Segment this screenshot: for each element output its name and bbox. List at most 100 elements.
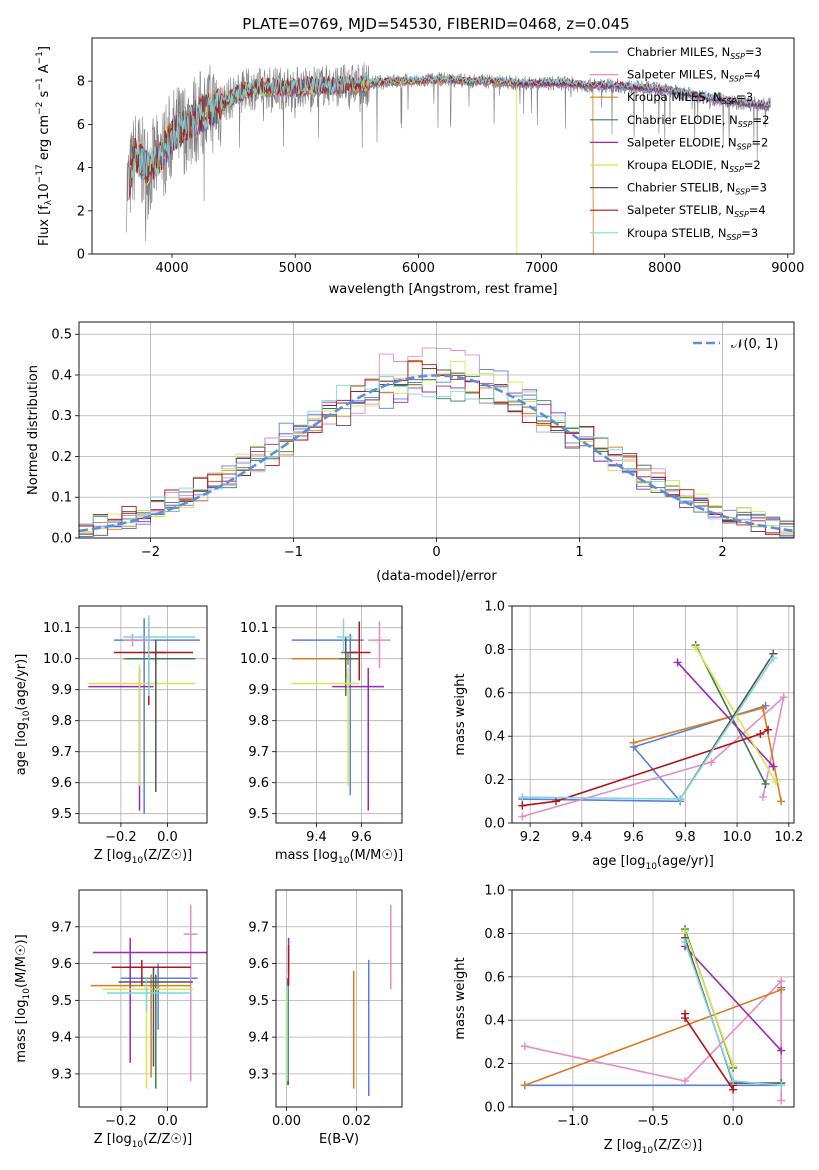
x-tick-label: −1.0 [557,1114,589,1129]
weight-marker [676,795,685,804]
y-tick-label: 0.0 [51,532,72,547]
plot-area [79,322,794,538]
plot-area [126,62,771,254]
weight-marker [551,797,560,806]
y-tick-label: 9.6 [248,776,269,791]
y-tick-label: 0.6 [484,970,505,985]
legend-label: Kroupa STELIB, NSSP=3 [627,226,758,242]
weight-marker [518,792,527,801]
x-tick-label: 9.6 [351,830,372,845]
x-axis-label: mass [log10(M/M☉)] [275,848,403,866]
x-tick-label: 9.4 [306,830,327,845]
gaussian-curve [79,374,794,533]
y-axis-label: mass weight [453,957,468,1039]
axes-frame [78,889,208,1108]
x-tick-label: 0.0 [157,1114,178,1129]
weight-marker [777,797,786,806]
plot-area [276,606,402,823]
x-axis-label: (data-model)/error [376,569,497,584]
legend-label: Kroupa ELODIE, NSSP=2 [627,158,761,174]
y-tick-label: 0.3 [51,409,72,424]
x-tick-label: 0.00 [272,1114,301,1129]
legend-label: Chabrier STELIB, NSSP=3 [627,181,767,197]
y-tick-label: 0.8 [484,643,505,658]
weight-marker [707,758,716,767]
y-axis-label: Flux [fλ10−17 erg cm−2 s−1 A−1] [35,46,54,246]
axes-frame [91,37,795,255]
weight-marker [769,762,778,771]
y-tick-label: 10.0 [240,652,269,667]
y-tick-label: 9.6 [248,957,269,972]
weight-marker [518,812,527,821]
y-tick-label: 9.3 [248,1067,269,1082]
chart-mass-vs-ebv: 0.00 0.02 9.3 9.4 9.5 9.6 9.7 E(B-V) [248,889,403,1147]
y-axis-label: age [log10(age/yr)] [14,654,32,776]
weight-marker [764,725,773,734]
weight-series-line [524,979,782,1101]
y-axis-label: mass [log10(M/M☉)] [14,934,32,1062]
x-tick-label: 9.8 [675,830,696,845]
y-tick-label: 9.4 [248,1031,269,1046]
y-tick-label: 0 [77,248,85,263]
x-tick-label: 9.4 [572,830,593,845]
y-tick-label: 0.5 [51,328,72,343]
weight-marker [520,1042,529,1051]
x-tick-label: −0.5 [637,1114,669,1129]
axes-frame [275,605,403,824]
x-tick-label: 0.02 [342,1114,371,1129]
y-tick-label: 1.0 [484,884,505,899]
weight-marker [729,1061,738,1070]
figure-title: PLATE=0769, MJD=54530, FIBERID=0468, z=0… [242,15,629,33]
x-tick-label: 9.2 [520,830,541,845]
y-tick-label: 0.8 [484,927,505,942]
chart-weight-vs-z: −1.0 −0.5 0.0 0.0 0.2 0.4 0.6 0.8 1.0 Z [log10(Z/… [453,884,795,1156]
y-axis-label: Normed distribution [26,365,41,495]
chart-age-vs-z: −0.2 0.0 9.5 9.6 9.7 9.8 9.9 10.0 10.1 Z [log10(Z… [14,605,208,866]
weight-series-line [522,705,766,803]
y-tick-label: 10.0 [43,652,72,667]
legend-label: Salpeter STELIB, NSSP=4 [627,203,766,219]
x-tick-label: 2 [718,545,726,560]
weight-marker [777,985,786,994]
weight-marker [756,730,765,739]
x-tick-label: 8000 [648,261,681,276]
plot-area [79,606,207,823]
y-tick-label: 9.7 [248,920,269,935]
legend-label: Kroupa MILES, NSSP=3 [627,90,753,106]
chart-residuals: −2 −1 0 1 2 0.0 0.1 0.2 0.3 0.4 0.5 (data-model)/er… [26,321,795,584]
x-tick-label: 10.0 [723,830,752,845]
y-tick-label: 9.7 [51,745,72,760]
y-tick-label: 9.8 [51,714,72,729]
weight-series-line [522,729,769,807]
axes-frame [511,605,795,824]
x-tick-label: −1 [284,545,303,560]
chart-spectrum: 4000 5000 6000 7000 8000 9000 0 2 4 6 8 wavelength … [35,37,804,297]
axes-frame [78,321,795,539]
y-tick-label: 8 [77,75,85,90]
y-tick-label: 6 [77,118,85,133]
x-axis-label: Z [log10(Z/Z☉)] [604,1138,702,1156]
y-tick-label: 9.7 [248,745,269,760]
axes-frame [78,605,208,824]
weight-marker [729,1076,738,1085]
legend-label: Salpeter ELODIE, NSSP=2 [627,135,768,151]
weight-marker [777,1046,786,1055]
x-axis-label: Z [log10(Z/Z☉)] [94,1132,192,1150]
weight-series-line [684,945,782,1052]
y-tick-label: 10.1 [240,621,269,636]
weight-marker [681,938,690,947]
y-tick-label: 0.0 [484,817,505,832]
y-tick-label: 0.0 [484,1101,505,1116]
plot-area [512,606,794,823]
weight-marker [769,654,778,663]
y-tick-label: 0.1 [51,491,72,506]
y-tick-label: 10.1 [43,621,72,636]
weight-series-line [522,694,785,818]
weight-marker [777,977,786,986]
y-tick-label: 4 [77,161,85,176]
x-axis-label: Z [log10(Z/Z☉)] [94,848,192,866]
y-tick-label: 9.9 [248,683,269,698]
y-axis-label: mass weight [453,673,468,755]
weight-marker [779,693,788,702]
